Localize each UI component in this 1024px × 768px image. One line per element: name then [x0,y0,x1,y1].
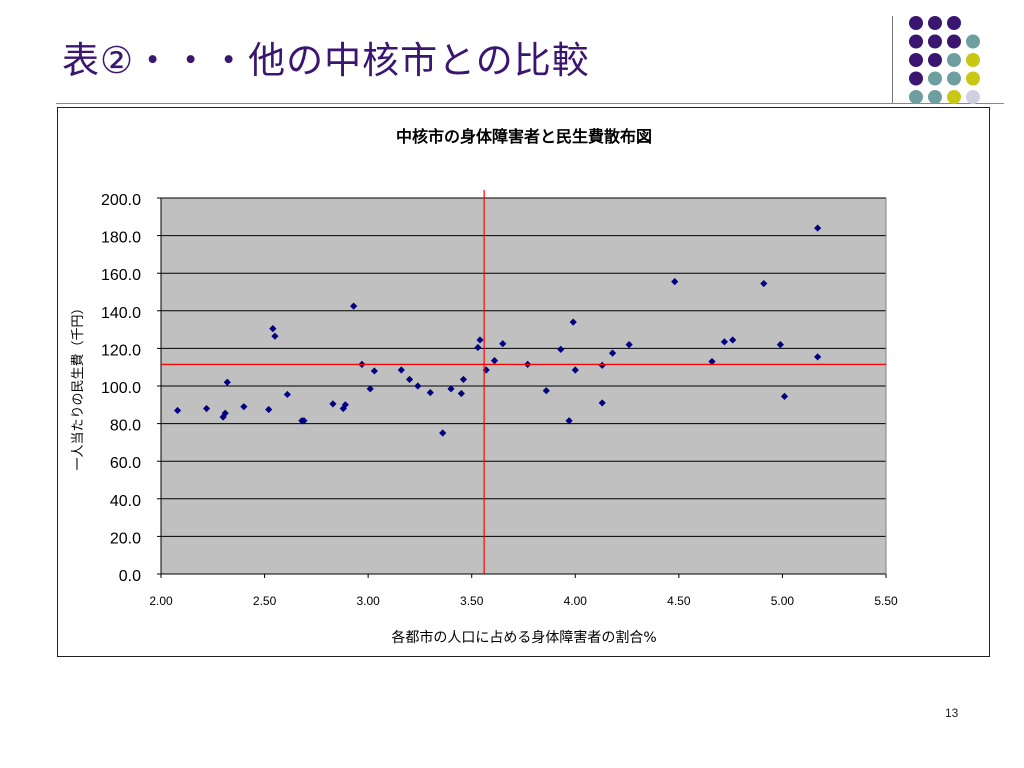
data-point [329,400,337,408]
decorative-dot [947,53,961,67]
y-tick-label: 160.0 [101,267,141,284]
y-tick-label: 100.0 [101,380,141,397]
decorative-dot [909,71,923,86]
x-axis-ticks: 2.00 2.50 3.00 3.50 4.00 4.50 5.00 5.50 [149,574,898,608]
y-tick-label: 180.0 [101,230,141,247]
decorative-dot [966,34,980,49]
data-point [565,417,573,425]
x-tick-label: 5.50 [874,594,898,608]
data-point [447,385,455,393]
decorative-dot [928,90,942,104]
y-tick-label: 20.0 [110,530,141,547]
data-point [414,382,422,390]
x-tick-label: 2.50 [253,594,277,608]
data-point [370,367,378,375]
y-tick-label: 140.0 [101,305,141,322]
x-tick-label: 2.00 [149,594,173,608]
data-point [240,403,248,411]
data-point [341,401,349,409]
y-tick-label: 120.0 [101,342,141,359]
data-point [405,375,414,384]
decorative-dot [909,34,923,49]
data-point [271,332,279,340]
x-tick-label: 3.50 [460,594,484,608]
data-point [366,385,374,393]
data-point [223,378,231,386]
data-point [814,353,822,361]
data-point [729,336,737,344]
page-number: 13 [945,706,959,720]
data-point [499,340,507,348]
vertical-divider [892,16,893,104]
data-point [173,406,182,415]
data-point [459,375,468,384]
horizontal-divider [56,103,1004,104]
data-point [780,392,789,400]
x-tick-label: 4.50 [667,594,691,608]
data-point [490,357,499,365]
decorative-dot [947,16,961,30]
data-point [598,399,606,407]
decorative-dot [928,53,942,67]
data-point [457,389,465,398]
data-point [720,338,729,346]
decorative-dot [947,71,961,86]
decorative-dot [966,90,980,104]
data-point [397,366,405,374]
decorative-dot-grid [909,16,980,104]
data-point [476,336,484,344]
decorative-dot [928,34,942,49]
data-point [439,429,447,437]
x-axis-label: 各都市の人口に占める身体障害者の割合% [391,629,656,646]
y-tick-label: 0.0 [119,568,141,585]
data-point [221,409,229,417]
data-point [300,417,308,425]
decorative-dot [947,90,961,104]
data-point [776,341,784,349]
decorative-dot [966,71,980,86]
grid-lines [160,197,887,575]
data-point [265,405,273,414]
data-point [557,345,565,353]
decorative-dot [909,90,923,104]
x-tick-label: 4.00 [564,594,588,608]
decorative-dot [966,53,980,67]
chart-frame: 中核市の身体障害者と民生費散布図 200.0 180.0 160.0 140.0 120… [57,107,990,657]
decorative-dot [928,16,942,30]
x-tick-label: 5.00 [771,594,795,608]
data-point [542,387,550,395]
data-point [625,341,633,349]
data-point [708,357,716,366]
decorative-dot [928,71,942,86]
slide-title: 表②・・・他の中核市との比較 [62,39,590,82]
data-point [598,361,606,369]
data-point [571,366,579,374]
y-axis-label: 一人当たりの民生費（千円） [71,301,86,470]
y-tick-label: 200.0 [101,192,141,209]
reference-lines [161,190,886,574]
y-axis-ticks: 200.0 180.0 160.0 140.0 120.0 100.0 80.0 60.0 40… [101,192,161,585]
decorative-dot [947,34,961,49]
x-tick-label: 3.00 [356,594,380,608]
y-tick-label: 80.0 [110,418,141,435]
decorative-dot [909,16,923,30]
data-point [202,404,211,413]
chart-title: 中核市の身体障害者と民生費散布図 [396,127,652,146]
data-point [426,388,434,397]
scatter-chart: 中核市の身体障害者と民生費散布図 200.0 180.0 160.0 140.0 120… [71,127,898,646]
y-tick-label: 60.0 [110,455,141,472]
data-point [350,302,358,310]
decorative-dot [909,53,923,67]
data-point [283,390,291,399]
y-tick-label: 40.0 [110,493,141,510]
